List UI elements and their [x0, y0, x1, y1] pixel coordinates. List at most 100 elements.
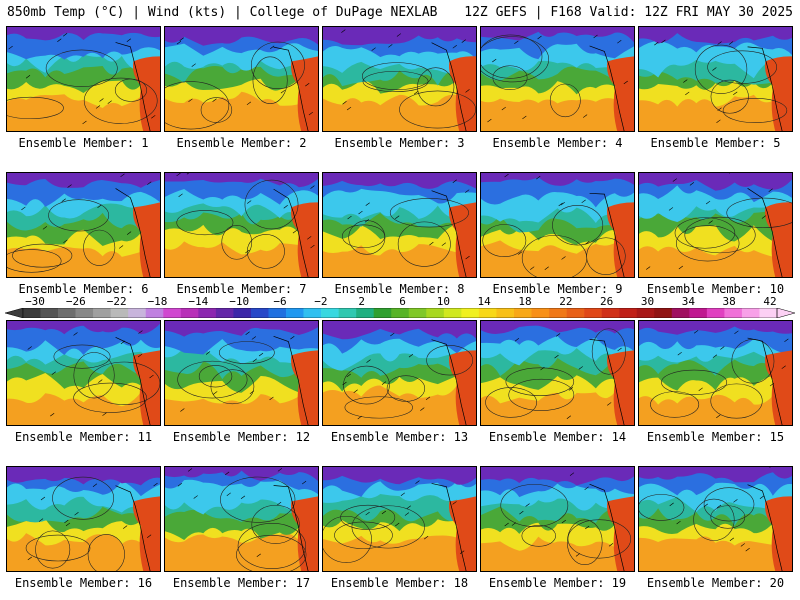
colorbar-segment: [40, 308, 59, 318]
ensemble-member-map: [480, 466, 635, 572]
colorbar-tick-labels: −30 −26 −22 −18 −14 −10 −6 −2 2 6 10 14 18 22 26 30 34 38…: [5, 296, 795, 308]
ensemble-member-label: Ensemble Member: 9: [492, 282, 623, 296]
colorbar-segment: [215, 308, 234, 318]
ensemble-member-label: Ensemble Member: 11: [14, 430, 153, 444]
colorbar-segment: [23, 308, 41, 318]
ensemble-member-map: [638, 26, 793, 132]
colorbar-segment: [356, 308, 374, 318]
colorbar-tick-label: 30: [640, 295, 655, 308]
ensemble-member-map: [322, 320, 477, 426]
ensemble-member-map: [322, 26, 477, 132]
ensemble-member-label: Ensemble Member: 4: [492, 136, 623, 150]
colorbar-tick-label: 14: [477, 295, 491, 308]
ensemble-member-label: Ensemble Member: 5: [650, 136, 781, 150]
colorbar-segment: [671, 308, 690, 318]
colorbar-segment: [706, 308, 725, 318]
colorbar-segment: [268, 308, 287, 318]
ensemble-member-label: Ensemble Member: 12: [172, 430, 311, 444]
ensemble-member-label: Ensemble Member: 1: [18, 136, 149, 150]
colorbar-segment: [689, 308, 708, 318]
colorbar-segment: [513, 308, 532, 318]
colorbar-tick-label: 10: [436, 295, 450, 308]
ensemble-member-label: Ensemble Member: 18: [330, 576, 469, 590]
ensemble-member-map: [638, 172, 793, 278]
colorbar-segment: [338, 308, 357, 318]
colorbar-tick-label: −30: [25, 295, 45, 308]
colorbar-segment: [654, 308, 673, 318]
ensemble-member-map: [164, 26, 319, 132]
ensemble-member-map: [164, 320, 319, 426]
colorbar-segment: [478, 308, 497, 318]
colorbar-tick-label: 18: [518, 295, 532, 308]
colorbar-tick-label: 6: [399, 295, 406, 308]
ensemble-member-map: [164, 172, 319, 278]
page-title: 850mb Temp (°C) | Wind (kts) | College o…: [7, 5, 438, 20]
ensemble-member-map: [164, 466, 319, 572]
colorbar-segment: [426, 308, 445, 318]
colorbar-tick-label: 34: [681, 295, 695, 308]
colorbar-segment: [233, 308, 252, 318]
ensemble-member-map: [6, 466, 161, 572]
colorbar-segment: [286, 308, 304, 318]
ensemble-member-label: Ensemble Member: 13: [330, 430, 469, 444]
colorbar-tick-label: −10: [229, 295, 250, 308]
ensemble-member-map: [322, 172, 477, 278]
ensemble-member-map: [6, 320, 161, 426]
ensemble-member-label: Ensemble Member: 3: [334, 136, 465, 150]
colorbar-segment: [75, 308, 94, 318]
colorbar-segment: [321, 308, 339, 318]
colorbar-segment: [741, 308, 760, 318]
colorbar-segment: [198, 308, 217, 318]
colorbar-segment: [531, 308, 550, 318]
ensemble-member-label: Ensemble Member: 10: [646, 282, 785, 296]
ensemble-member-label: Ensemble Member: 7: [176, 282, 307, 296]
colorbar-segment: [303, 308, 322, 318]
ensemble-member-label: Ensemble Member: 17: [172, 576, 311, 590]
ensemble-member-map: [480, 320, 635, 426]
colorbar-arrow-right: [776, 308, 795, 318]
colorbar-tick-label: 2: [358, 295, 365, 308]
colorbar-segment: [93, 308, 111, 318]
colorbar-segment: [110, 308, 129, 318]
colorbar-bar: [5, 308, 795, 318]
colorbar-segment: [496, 308, 515, 318]
run-info: 12Z GEFS | F168 Valid: 12Z FRI MAY 30 20…: [464, 5, 793, 20]
colorbar-tick-label: −2: [314, 295, 328, 308]
ensemble-member-label: Ensemble Member: 20: [646, 576, 785, 590]
colorbar-segment: [636, 308, 655, 318]
ensemble-member-map: [6, 26, 161, 132]
ensemble-member-map: [638, 466, 793, 572]
temperature-colorbar: −30 −26 −22 −18 −14 −10 −6 −2 2 6 10 14 18 22 26 30 34 38…: [5, 296, 795, 320]
colorbar-tick-label: 22: [559, 295, 573, 308]
colorbar-tick-label: −14: [188, 295, 209, 308]
colorbar-segment: [724, 308, 743, 318]
colorbar-tick-label: 26: [600, 295, 614, 308]
ensemble-member-map: [480, 172, 635, 278]
colorbar-tick-label: −6: [273, 295, 287, 308]
colorbar-segment: [408, 308, 427, 318]
colorbar-segment: [619, 308, 638, 318]
ensemble-member-label: Ensemble Member: 15: [646, 430, 785, 444]
colorbar-segment: [549, 308, 567, 318]
ensemble-member-map: [638, 320, 793, 426]
colorbar-segment: [145, 308, 164, 318]
colorbar-tick-label: −26: [65, 295, 86, 308]
ensemble-member-label: Ensemble Member: 6: [18, 282, 149, 296]
ensemble-member-label: Ensemble Member: 8: [334, 282, 465, 296]
colorbar-segment: [759, 308, 778, 318]
colorbar-tick-label: −22: [106, 295, 127, 308]
colorbar-segment: [461, 308, 480, 318]
colorbar-segment: [391, 308, 410, 318]
colorbar-tick-label: 42: [763, 295, 777, 308]
ensemble-member-label: Ensemble Member: 14: [488, 430, 627, 444]
ensemble-member-label: Ensemble Member: 2: [176, 136, 307, 150]
ensemble-member-map: [6, 172, 161, 278]
colorbar-segment: [443, 308, 462, 318]
colorbar-segment: [373, 308, 392, 318]
ensemble-member-label: Ensemble Member: 16: [14, 576, 153, 590]
colorbar-segment: [180, 308, 199, 318]
ensemble-member-map: [322, 466, 477, 572]
colorbar-segment: [163, 308, 182, 318]
colorbar-arrow-left: [5, 308, 24, 318]
colorbar-segment: [601, 308, 620, 318]
